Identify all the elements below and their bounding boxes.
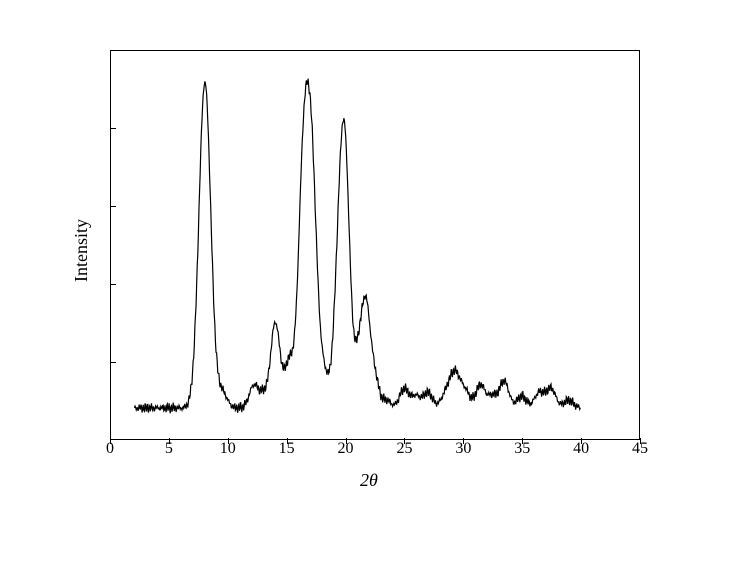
y-tick-mark bbox=[110, 128, 116, 129]
x-tick-mark bbox=[640, 438, 641, 444]
x-tick-mark bbox=[228, 438, 229, 444]
x-axis-label: 2θ bbox=[360, 470, 378, 491]
y-tick-mark bbox=[110, 206, 116, 207]
y-axis-label: Intensity bbox=[71, 219, 92, 282]
x-tick-mark bbox=[287, 438, 288, 444]
x-tick-mark bbox=[522, 438, 523, 444]
x-tick-mark bbox=[463, 438, 464, 444]
y-tick-mark bbox=[110, 362, 116, 363]
plot-area bbox=[110, 50, 640, 440]
y-tick-mark bbox=[110, 50, 116, 51]
xrd-chart: Intensity 2θ 051015202530354045 bbox=[70, 40, 660, 480]
xrd-trace bbox=[111, 51, 639, 439]
x-tick-mark bbox=[346, 438, 347, 444]
x-tick-mark bbox=[404, 438, 405, 444]
x-tick-mark bbox=[110, 438, 111, 444]
y-tick-mark bbox=[110, 284, 116, 285]
x-tick-mark bbox=[169, 438, 170, 444]
x-tick-mark bbox=[581, 438, 582, 444]
